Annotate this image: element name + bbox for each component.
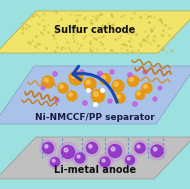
Circle shape — [144, 85, 147, 88]
Circle shape — [127, 75, 139, 87]
Circle shape — [48, 155, 62, 169]
Circle shape — [153, 147, 157, 151]
Circle shape — [53, 72, 57, 76]
Polygon shape — [0, 137, 190, 179]
Circle shape — [112, 80, 124, 92]
Circle shape — [86, 143, 97, 153]
Circle shape — [97, 71, 102, 77]
Circle shape — [44, 78, 48, 82]
Circle shape — [114, 82, 118, 86]
Circle shape — [77, 155, 80, 158]
Circle shape — [52, 159, 55, 162]
Circle shape — [102, 159, 105, 162]
Circle shape — [69, 93, 72, 96]
Circle shape — [40, 140, 56, 156]
Circle shape — [128, 73, 132, 77]
Circle shape — [86, 80, 90, 84]
Text: Li-metal anode: Li-metal anode — [54, 165, 136, 175]
Circle shape — [101, 75, 105, 79]
Circle shape — [84, 78, 96, 90]
Circle shape — [127, 157, 130, 160]
Circle shape — [75, 153, 85, 163]
Circle shape — [137, 145, 140, 148]
Circle shape — [111, 147, 115, 151]
Circle shape — [92, 90, 105, 102]
Circle shape — [51, 157, 59, 167]
Circle shape — [94, 92, 98, 96]
Circle shape — [64, 148, 68, 152]
Circle shape — [108, 145, 121, 157]
Circle shape — [108, 99, 112, 103]
Circle shape — [158, 86, 162, 90]
Text: Ni-NMCCF/PP separator: Ni-NMCCF/PP separator — [35, 114, 155, 122]
Circle shape — [153, 97, 157, 101]
Circle shape — [58, 142, 78, 162]
Circle shape — [62, 146, 74, 159]
Circle shape — [67, 91, 77, 101]
Circle shape — [89, 145, 92, 148]
Circle shape — [97, 154, 112, 170]
Circle shape — [151, 145, 163, 157]
Circle shape — [43, 143, 54, 153]
Circle shape — [71, 74, 76, 78]
Circle shape — [129, 77, 133, 81]
Circle shape — [137, 92, 140, 95]
Text: Sulfur cathode: Sulfur cathode — [54, 25, 136, 35]
Circle shape — [142, 83, 152, 93]
Polygon shape — [0, 11, 190, 53]
Circle shape — [117, 95, 120, 98]
Circle shape — [84, 140, 100, 156]
Circle shape — [55, 98, 59, 102]
Circle shape — [41, 86, 45, 90]
Circle shape — [126, 156, 135, 164]
Circle shape — [115, 93, 125, 103]
Circle shape — [69, 71, 83, 85]
Circle shape — [73, 150, 88, 166]
FancyArrowPatch shape — [73, 66, 117, 102]
Circle shape — [148, 142, 166, 160]
Circle shape — [42, 76, 54, 88]
Circle shape — [105, 141, 125, 161]
Circle shape — [135, 143, 145, 153]
Circle shape — [110, 70, 114, 74]
Circle shape — [45, 145, 48, 148]
Circle shape — [132, 140, 147, 156]
Circle shape — [133, 102, 137, 106]
Circle shape — [58, 83, 68, 93]
Circle shape — [80, 70, 84, 74]
Polygon shape — [0, 66, 190, 124]
Circle shape — [100, 74, 111, 84]
Circle shape — [135, 91, 145, 99]
Circle shape — [143, 70, 147, 74]
Circle shape — [83, 101, 87, 105]
Circle shape — [100, 157, 110, 167]
Circle shape — [60, 85, 63, 88]
Circle shape — [123, 153, 137, 167]
